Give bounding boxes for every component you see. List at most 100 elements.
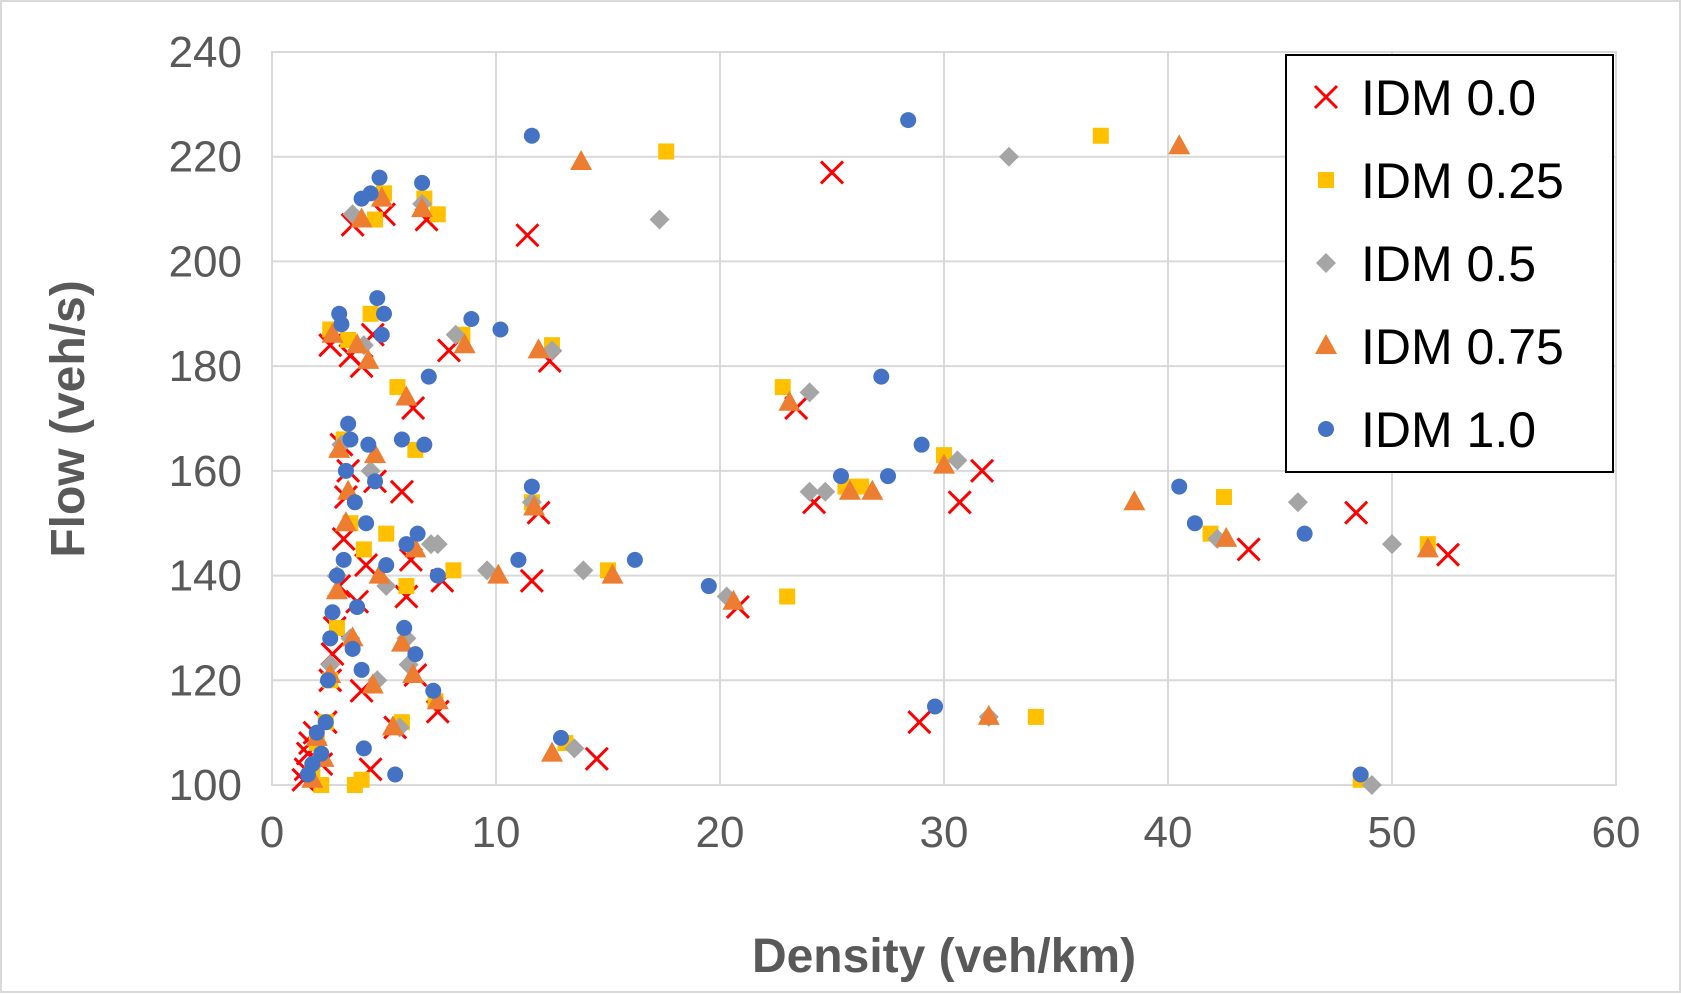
data-point	[373, 326, 390, 343]
data-point	[355, 740, 372, 757]
data-point	[1216, 489, 1232, 506]
y-tick-label: 140	[169, 552, 242, 601]
data-point	[998, 146, 1019, 167]
data-point	[369, 290, 386, 307]
data-point	[376, 305, 392, 322]
data-point	[1352, 766, 1369, 783]
data-point	[334, 511, 357, 532]
data-point	[1416, 537, 1439, 558]
data-point	[970, 458, 995, 483]
data-point	[409, 525, 426, 542]
x-axis-title: Density (veh/km)	[752, 930, 1136, 983]
data-point	[355, 541, 372, 558]
data-point	[947, 450, 968, 471]
data-point	[510, 551, 527, 568]
legend-marker	[1313, 84, 1339, 110]
series-0	[291, 160, 1461, 792]
data-point	[389, 379, 406, 396]
data-point	[425, 682, 442, 699]
y-tick-label: 240	[169, 28, 242, 77]
data-point	[402, 663, 425, 684]
data-point	[523, 478, 540, 495]
data-point	[429, 206, 446, 223]
x-tick-label: 10	[472, 808, 521, 857]
series-3	[301, 134, 1439, 788]
data-point	[328, 437, 351, 458]
data-point	[853, 478, 870, 495]
data-point	[411, 197, 434, 218]
data-point	[907, 710, 932, 735]
data-point	[337, 462, 354, 479]
data-point	[378, 557, 395, 574]
data-point	[341, 626, 364, 647]
data-point	[354, 553, 379, 578]
data-point	[913, 436, 930, 453]
series-4	[299, 112, 1369, 783]
data-point	[838, 479, 861, 500]
legend-marker	[1318, 172, 1334, 188]
data-point	[362, 185, 379, 202]
data-point	[340, 415, 357, 432]
data-point	[396, 619, 413, 636]
x-tick-label: 40	[1144, 808, 1193, 857]
data-point	[1236, 537, 1261, 562]
data-point	[515, 223, 540, 248]
data-point	[1186, 515, 1203, 532]
data-point	[1287, 492, 1308, 513]
legend-label: IDM 0.0	[1361, 70, 1536, 126]
data-point	[317, 714, 334, 731]
data-point	[1215, 526, 1238, 547]
data-point	[358, 515, 375, 532]
data-point	[1382, 534, 1402, 555]
data-point	[601, 563, 624, 584]
data-point	[325, 579, 348, 600]
data-point	[523, 495, 546, 516]
data-point	[527, 338, 550, 359]
y-tick-label: 120	[169, 656, 242, 705]
data-point	[407, 646, 424, 663]
data-point	[626, 551, 643, 568]
data-point	[349, 598, 366, 615]
data-point	[364, 443, 387, 464]
data-point	[346, 333, 369, 354]
data-point	[393, 431, 410, 448]
data-point	[700, 578, 717, 595]
data-point	[362, 305, 379, 322]
data-point	[453, 333, 476, 354]
data-point	[573, 560, 594, 581]
data-point	[353, 661, 370, 678]
legend-label: IDM 1.0	[1361, 402, 1536, 458]
data-points	[291, 112, 1461, 795]
data-point	[1123, 490, 1146, 511]
y-tick-label: 160	[169, 447, 242, 496]
data-point	[342, 431, 359, 448]
data-point	[389, 479, 414, 504]
legend-marker	[1316, 253, 1336, 273]
data-point	[378, 525, 395, 542]
y-tick-label: 180	[169, 342, 242, 391]
data-point	[900, 112, 917, 129]
data-point	[390, 631, 413, 652]
data-point	[344, 640, 361, 657]
data-point	[381, 715, 404, 736]
data-point	[541, 741, 563, 762]
legend-marker	[1318, 421, 1334, 437]
data-point	[404, 537, 427, 558]
data-point	[353, 771, 370, 788]
data-point	[774, 379, 791, 396]
data-point	[320, 672, 336, 689]
data-point	[519, 568, 544, 593]
data-point	[360, 436, 377, 453]
data-point	[368, 563, 391, 584]
series-1	[304, 127, 1436, 793]
data-point	[398, 536, 415, 553]
x-tick-label: 30	[920, 808, 969, 857]
data-point	[778, 390, 801, 411]
data-point	[1344, 500, 1369, 525]
legend-label: IDM 0.25	[1361, 153, 1564, 209]
data-point	[395, 385, 418, 406]
data-point	[370, 186, 393, 207]
data-point	[1296, 525, 1313, 542]
